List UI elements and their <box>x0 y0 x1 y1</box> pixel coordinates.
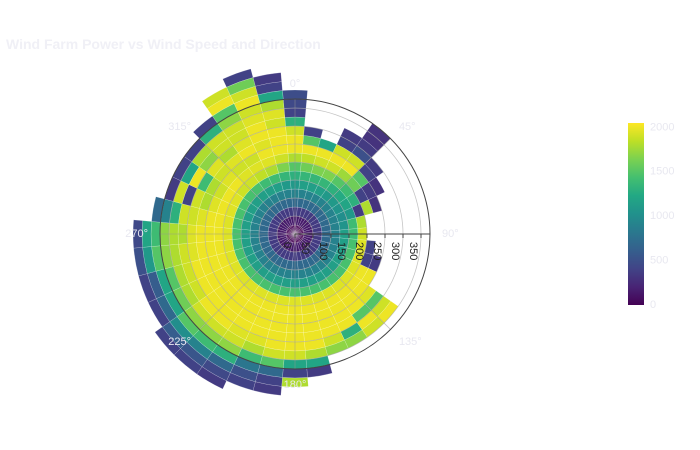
angular-tick-label: 0° <box>290 78 301 90</box>
angular-gridline <box>294 138 391 235</box>
chart-title: Wind Farm Power vs Wind Speed and Direct… <box>6 36 321 52</box>
angular-tick-label: 135° <box>399 336 422 348</box>
sector-cell <box>282 89 308 100</box>
sector-cell <box>252 72 282 87</box>
colorbar-tick-label: 0 <box>650 299 656 311</box>
angular-gridline <box>294 233 391 330</box>
radial-tick-label: 200 <box>353 242 365 260</box>
colorbar-tick-label: 1500 <box>650 166 674 178</box>
colorbar-gradient <box>628 123 644 305</box>
angular-tick-label: 45° <box>399 121 416 133</box>
radial-tick-label: 0 <box>281 242 293 248</box>
angular-gridline <box>199 138 296 235</box>
radial-tick-label: 250 <box>371 242 383 260</box>
angular-tick-label: 315° <box>168 121 191 133</box>
radial-tick-label: 100 <box>317 242 329 260</box>
angular-tick-label: 225° <box>168 336 191 348</box>
sector-cell <box>282 368 308 379</box>
angular-gridline <box>199 233 296 330</box>
sector-cell <box>132 219 143 249</box>
colorbar-tick-label: 2000 <box>650 121 674 133</box>
colorbar-tick-label: 1000 <box>650 210 674 222</box>
angular-tick-label: 90° <box>442 228 459 240</box>
axis-layer: 0 50 100 150 200 250 300 350 0° 45° 90° 135° 180° 225… <box>125 78 458 391</box>
radial-tick-label: 150 <box>335 242 347 260</box>
angular-tick-label: 180° <box>284 379 307 391</box>
radial-tick-label: 50 <box>299 242 311 254</box>
colorbar-tick-label: 500 <box>650 255 668 267</box>
colorbar: 0 500 1000 1500 2000 <box>628 121 674 311</box>
sector-cell <box>255 81 283 96</box>
sector-cell <box>150 221 161 247</box>
radial-tick-label: 350 <box>407 242 419 260</box>
radial-tick-label: 300 <box>389 242 401 260</box>
angular-tick-label: 270° <box>125 228 148 240</box>
